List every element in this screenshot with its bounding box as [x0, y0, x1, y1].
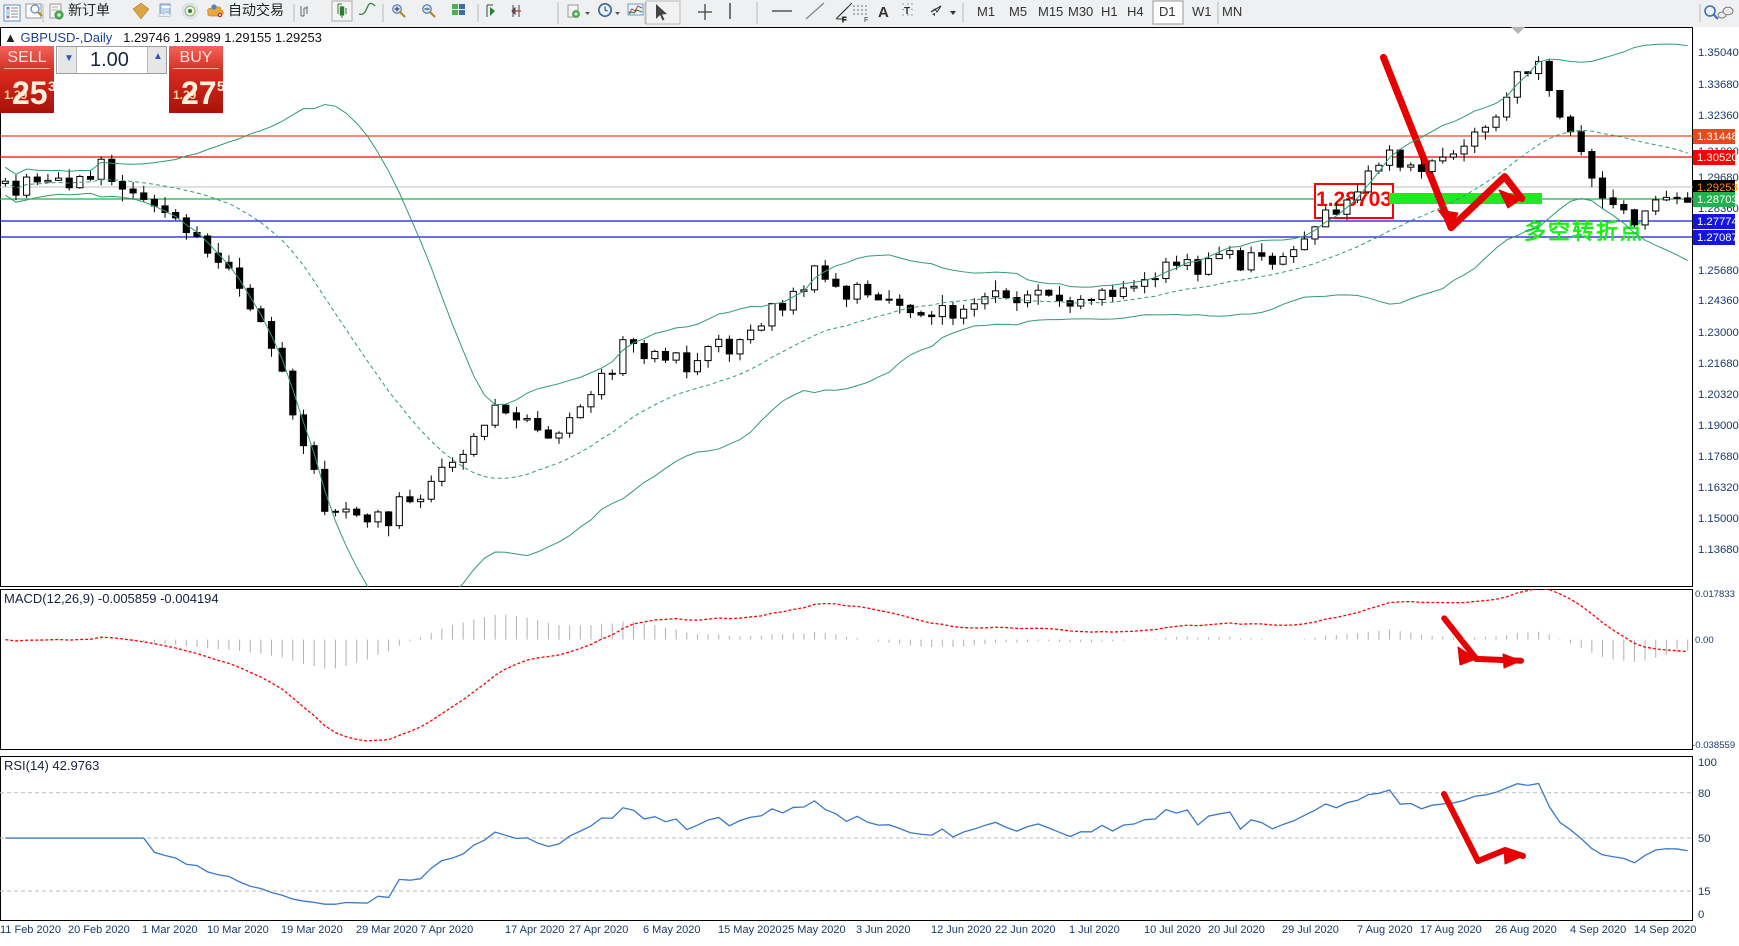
- svg-text:1.20320: 1.20320: [1698, 389, 1739, 401]
- svg-text:29 Mar 2020: 29 Mar 2020: [356, 924, 418, 936]
- svg-text:22 Jun 2020: 22 Jun 2020: [995, 924, 1056, 936]
- svg-text:W1: W1: [1192, 4, 1212, 19]
- svg-text:F: F: [842, 17, 846, 24]
- svg-text:1.25680: 1.25680: [1698, 265, 1739, 277]
- svg-text:新订单: 新订单: [68, 2, 110, 18]
- svg-text:26 Aug 2020: 26 Aug 2020: [1495, 924, 1557, 936]
- svg-text:1.30520: 1.30520: [1697, 152, 1738, 164]
- svg-text:20 Jul 2020: 20 Jul 2020: [1208, 924, 1265, 936]
- svg-text:1 Mar 2020: 1 Mar 2020: [142, 924, 198, 936]
- svg-text:1.33680: 1.33680: [1698, 79, 1739, 91]
- svg-text:1 Jul 2020: 1 Jul 2020: [1069, 924, 1120, 936]
- svg-text:4 Sep 2020: 4 Sep 2020: [1570, 924, 1626, 936]
- svg-text:17 Aug 2020: 17 Aug 2020: [1420, 924, 1482, 936]
- svg-text:T: T: [904, 6, 910, 17]
- svg-text:7 Apr 2020: 7 Apr 2020: [420, 924, 473, 936]
- svg-text:19 Mar 2020: 19 Mar 2020: [281, 924, 343, 936]
- svg-text:1.15000: 1.15000: [1698, 513, 1739, 525]
- svg-text:H1: H1: [1101, 4, 1118, 19]
- svg-text:A: A: [878, 4, 889, 21]
- svg-text:自动交易: 自动交易: [228, 2, 284, 18]
- svg-text:10 Mar 2020: 10 Mar 2020: [207, 924, 269, 936]
- svg-text:1.23000: 1.23000: [1698, 327, 1739, 339]
- svg-text:1.17680: 1.17680: [1698, 451, 1739, 463]
- svg-text:1.13680: 1.13680: [1698, 544, 1739, 556]
- svg-text:3 Jun 2020: 3 Jun 2020: [856, 924, 910, 936]
- svg-text:15 May 2020: 15 May 2020: [718, 924, 782, 936]
- svg-text:0.00: 0.00: [1695, 635, 1714, 646]
- svg-text:M30: M30: [1068, 4, 1093, 19]
- svg-text:6 May 2020: 6 May 2020: [643, 924, 700, 936]
- svg-text:1.19000: 1.19000: [1698, 420, 1739, 432]
- svg-text:MN: MN: [1222, 4, 1242, 19]
- svg-text:17 Apr 2020: 17 Apr 2020: [505, 924, 564, 936]
- svg-text:29 Jul 2020: 29 Jul 2020: [1282, 924, 1339, 936]
- svg-text:F: F: [864, 17, 868, 24]
- svg-text:25 May 2020: 25 May 2020: [782, 924, 846, 936]
- svg-text:D1: D1: [1159, 4, 1176, 19]
- svg-text:-0.038559: -0.038559: [1692, 740, 1735, 750]
- svg-text:1.27774: 1.27774: [1697, 216, 1738, 228]
- svg-text:7 Aug 2020: 7 Aug 2020: [1357, 924, 1413, 936]
- svg-text:12 Jun 2020: 12 Jun 2020: [931, 924, 992, 936]
- svg-text:14 Sep 2020: 14 Sep 2020: [1634, 924, 1696, 936]
- svg-text:1.21680: 1.21680: [1698, 358, 1739, 370]
- svg-text:1.32360: 1.32360: [1698, 110, 1739, 122]
- svg-text:H4: H4: [1127, 4, 1144, 19]
- svg-text:20 Feb 2020: 20 Feb 2020: [68, 924, 130, 936]
- svg-text:0.017833: 0.017833: [1695, 589, 1735, 600]
- svg-text:M5: M5: [1009, 4, 1027, 19]
- svg-text:27 Apr 2020: 27 Apr 2020: [569, 924, 628, 936]
- svg-text:1.35040: 1.35040: [1698, 47, 1739, 59]
- svg-text:M15: M15: [1038, 4, 1063, 19]
- svg-text:1.28703: 1.28703: [1697, 194, 1738, 206]
- svg-text:1.16320: 1.16320: [1698, 482, 1739, 494]
- svg-text:11 Feb 2020: 11 Feb 2020: [0, 924, 61, 936]
- svg-text:1.27087: 1.27087: [1697, 232, 1738, 244]
- svg-text:10 Jul 2020: 10 Jul 2020: [1144, 924, 1201, 936]
- svg-text:1.24360: 1.24360: [1698, 295, 1739, 307]
- svg-text:M1: M1: [977, 4, 995, 19]
- svg-text:1.31448: 1.31448: [1697, 131, 1738, 143]
